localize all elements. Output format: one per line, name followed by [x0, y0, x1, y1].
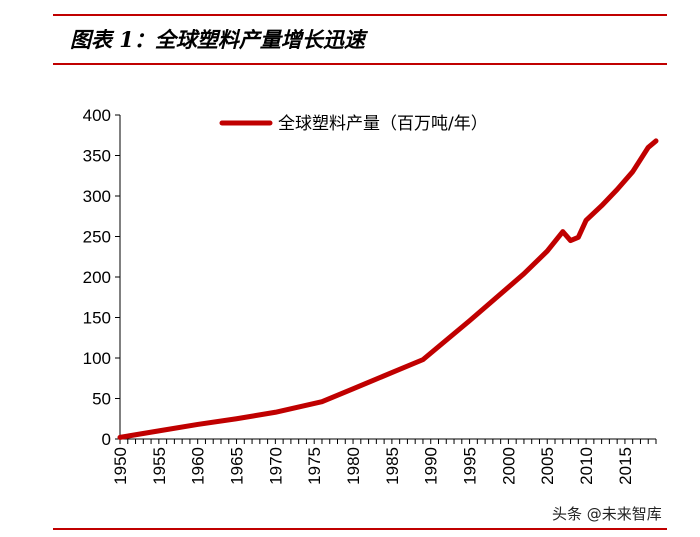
y-tick-label: 100	[83, 349, 111, 368]
y-tick-label: 150	[83, 309, 111, 328]
figure-title: 图表 1：全球塑料产量增长迅速	[70, 27, 365, 52]
title-underline-rule	[53, 63, 667, 65]
x-tick-label: 2015	[616, 447, 635, 485]
x-tick-label: 1995	[461, 447, 480, 485]
x-tick-label: 1960	[189, 447, 208, 485]
x-tick-label: 1990	[422, 447, 441, 485]
x-tick-label: 1975	[305, 447, 324, 485]
x-tick-label: 1950	[111, 447, 130, 485]
source-watermark: 头条 @未来智库	[552, 505, 662, 523]
y-tick-label: 300	[83, 187, 111, 206]
y-tick-label: 50	[92, 390, 111, 409]
x-tick-label: 2000	[499, 447, 518, 485]
x-tick-label: 2010	[577, 447, 596, 485]
legend-label: 全球塑料产量（百万吨/年）	[278, 114, 488, 134]
y-tick-label: 200	[83, 268, 111, 287]
x-tick-label: 1970	[266, 447, 285, 485]
x-tick-label: 1985	[383, 447, 402, 485]
y-tick-label: 0	[102, 430, 111, 449]
bottom-rule	[53, 528, 667, 530]
y-tick-label: 250	[83, 228, 111, 247]
top-rule	[53, 14, 667, 16]
x-tick-label: 1980	[344, 447, 363, 485]
x-tick-label: 1965	[228, 447, 247, 485]
y-tick-label: 350	[83, 147, 111, 166]
x-tick-label: 1955	[150, 447, 169, 485]
y-tick-label: 400	[83, 106, 111, 125]
series-line	[117, 138, 659, 440]
x-tick-label: 2005	[538, 447, 557, 485]
